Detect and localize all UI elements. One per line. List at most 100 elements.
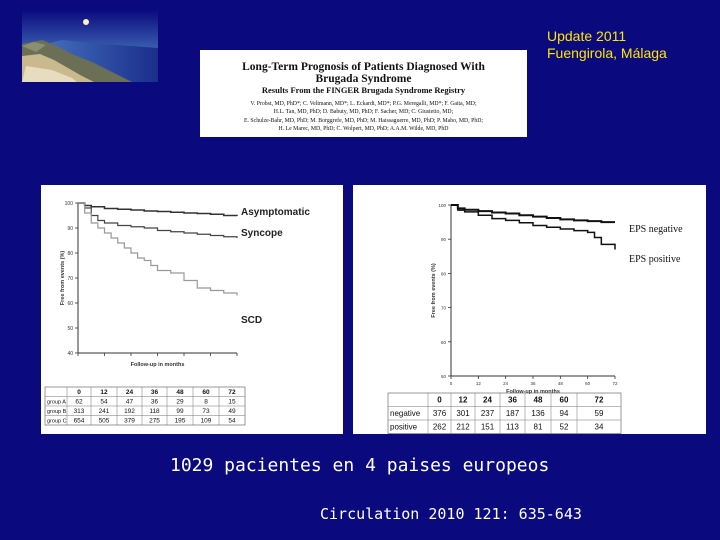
x-tick-label: 12 bbox=[476, 381, 482, 386]
risk-table-row-label: group B bbox=[47, 409, 67, 415]
y-tick-label: 60 bbox=[67, 301, 73, 307]
paper-subtitle: Results From the FINGER Brugada Syndrome… bbox=[261, 85, 466, 95]
risk-table-cell: 275 bbox=[149, 418, 160, 425]
risk-table-cell: 136 bbox=[531, 409, 545, 418]
x-tick-label: 72 bbox=[612, 381, 618, 386]
coastline-photo bbox=[22, 10, 158, 82]
y-tick-label: 50 bbox=[441, 374, 447, 379]
y-tick-label: 70 bbox=[441, 306, 447, 311]
risk-table-cell: 505 bbox=[99, 418, 110, 425]
risk-table-cell: 73 bbox=[202, 408, 210, 415]
update-label: Update 2011 Fuengirola, Málaga bbox=[547, 28, 667, 62]
author-line: E. Schulze-Bahr, MD, PhD; M. Borggrefe, … bbox=[243, 117, 484, 124]
y-tick-label: 100 bbox=[65, 201, 74, 207]
x-axis-label: Follow-up in months bbox=[131, 362, 185, 368]
update-line-1: Update 2011 bbox=[547, 28, 627, 44]
author-line: H. Le Marec, MD, PhD; C. Wolpert, MD, Ph… bbox=[278, 125, 449, 132]
risk-table-cell: 301 bbox=[456, 409, 470, 418]
paper-title-line-2: Brugada Syndrome bbox=[315, 73, 412, 85]
x-tick-label: 0 bbox=[450, 381, 453, 386]
risk-table-cell: 8 bbox=[204, 399, 208, 406]
risk-table-cell: 15 bbox=[228, 399, 236, 406]
series-line-eps-negative bbox=[451, 204, 615, 224]
risk-table-cell: 187 bbox=[506, 409, 520, 418]
risk-table bbox=[387, 392, 622, 434]
risk-table-header-cell: 0 bbox=[77, 389, 81, 396]
risk-table-cell: 54 bbox=[228, 418, 236, 425]
risk-table-cell: 313 bbox=[74, 408, 85, 415]
risk-table-cell: 36 bbox=[151, 399, 159, 406]
risk-table-header-cell: 24 bbox=[483, 396, 492, 405]
risk-table-header-cell: 36 bbox=[151, 389, 159, 396]
risk-table-header-cell: 0 bbox=[437, 396, 442, 405]
update-line-2: Fuengirola, Málaga bbox=[547, 45, 667, 61]
citation-caption: Circulation 2010 121: 635-643 bbox=[320, 505, 582, 523]
series-label-syncope: Syncope bbox=[241, 228, 283, 239]
series-label-scd: SCD bbox=[241, 315, 262, 326]
risk-table-cell: 94 bbox=[560, 409, 569, 418]
risk-table-row-label: group A bbox=[47, 400, 66, 406]
risk-table-cell: 59 bbox=[595, 409, 604, 418]
risk-table-header-cell: 60 bbox=[560, 396, 569, 405]
series-line-scd bbox=[78, 202, 238, 296]
risk-table-cell: 34 bbox=[595, 423, 604, 432]
series-line-eps-positive bbox=[451, 204, 616, 250]
paper-title: Long-Term Prognosis of Patients Diagnose… bbox=[200, 61, 527, 85]
risk-table-header-cell: 24 bbox=[126, 389, 134, 396]
risk-table-cell: 379 bbox=[124, 418, 135, 425]
risk-table-cell: 376 bbox=[433, 409, 447, 418]
series-line-syncope bbox=[78, 202, 238, 238]
risk-table-header-cell: 12 bbox=[459, 396, 468, 405]
risk-table-cell: 62 bbox=[75, 399, 83, 406]
y-tick-label: 90 bbox=[441, 237, 447, 242]
risk-table-cell: 52 bbox=[560, 423, 569, 432]
risk-table-cell: 195 bbox=[175, 418, 186, 425]
x-tick-label: 48 bbox=[558, 381, 564, 386]
risk-table-cell: 654 bbox=[74, 418, 85, 425]
y-axis-label: Free from events (%) bbox=[60, 251, 66, 306]
y-tick-label: 90 bbox=[67, 226, 73, 232]
risk-table-cell: 29 bbox=[176, 399, 184, 406]
y-tick-label: 50 bbox=[67, 326, 73, 332]
risk-table-cell: 99 bbox=[176, 408, 184, 415]
risk-table-cell: 47 bbox=[126, 399, 134, 406]
series-label-asymptomatic: Asymptomatic bbox=[241, 207, 310, 218]
risk-table-cell: 118 bbox=[149, 408, 160, 415]
risk-table-header-cell: 60 bbox=[202, 389, 210, 396]
x-tick-label: 60 bbox=[585, 381, 591, 386]
main-caption: 1029 pacientes en 4 paises europeos bbox=[170, 455, 550, 476]
risk-table-cell: 49 bbox=[228, 408, 236, 415]
risk-table-row-label: negative bbox=[390, 409, 421, 418]
risk-table-cell: 192 bbox=[124, 408, 135, 415]
risk-table-row-label: positive bbox=[390, 423, 418, 432]
risk-table-header-cell: 72 bbox=[228, 389, 236, 396]
risk-table-cell: 237 bbox=[481, 409, 495, 418]
y-tick-label: 80 bbox=[67, 251, 73, 257]
risk-table-cell: 262 bbox=[433, 423, 447, 432]
series-line-asymptomatic bbox=[78, 202, 238, 217]
risk-table-cell: 113 bbox=[506, 423, 519, 432]
author-line: V. Probst, MD, PhD*; C. Veltmann, MD*; L… bbox=[250, 101, 477, 107]
risk-table-cell: 151 bbox=[481, 423, 495, 432]
chart-panel-eps: 100 90 80 70 60 50 0 12 24 36 48 60 72 Follow-up in m… bbox=[353, 185, 706, 434]
series-label-eps-negative: EPS negative bbox=[629, 224, 683, 235]
y-tick-label: 60 bbox=[441, 340, 447, 345]
y-tick-label: 70 bbox=[67, 276, 73, 282]
author-line: H.L. Tan, MD, PhD; D. Babuty, MD, PhD; F… bbox=[273, 109, 454, 116]
series-label-eps-positive: EPS positive bbox=[629, 254, 681, 265]
risk-table-header-cell: 48 bbox=[534, 396, 543, 405]
chart-panel-symptoms: 100 90 80 70 60 50 40 Follow-up in months Free f… bbox=[41, 185, 343, 434]
y-tick-label: 100 bbox=[438, 203, 446, 208]
risk-table-cell: 54 bbox=[100, 399, 108, 406]
risk-table-cell: 81 bbox=[534, 423, 543, 432]
risk-table-header-cell: 72 bbox=[595, 396, 604, 405]
y-axis-label: Free from events (%) bbox=[431, 263, 437, 318]
risk-table-header-cell: 36 bbox=[508, 396, 517, 405]
x-tick-label: 36 bbox=[530, 381, 536, 386]
risk-table-header-cell: 48 bbox=[176, 389, 184, 396]
risk-table-cell: 241 bbox=[99, 408, 110, 415]
y-tick-label: 40 bbox=[67, 351, 73, 357]
risk-table-header-cell: 12 bbox=[100, 389, 108, 396]
